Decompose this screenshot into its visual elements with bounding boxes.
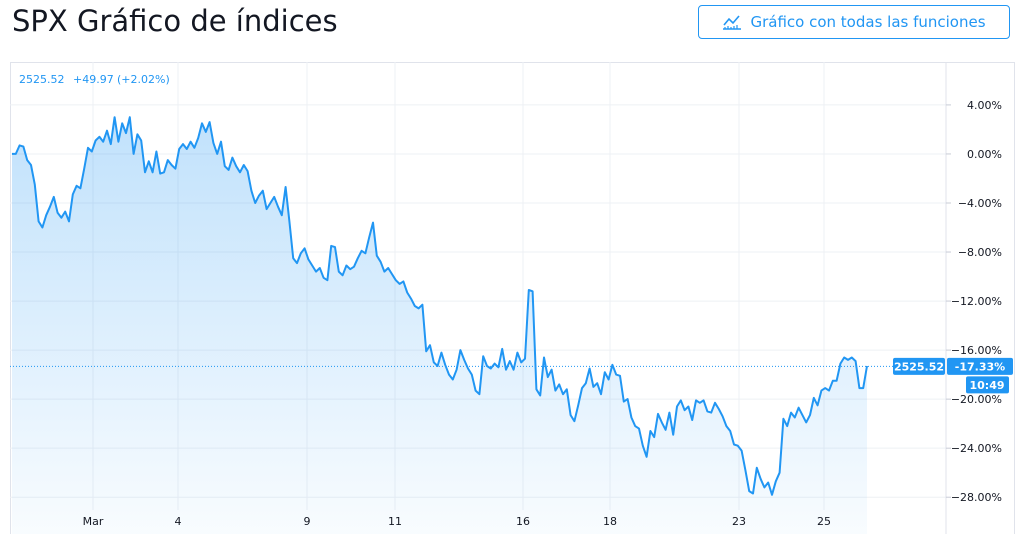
y-tick-label: 0.00% (967, 148, 1002, 161)
x-tick-label: 25 (817, 515, 831, 528)
y-tick-label: 4.00% (967, 99, 1002, 112)
y-tick-label: −24.00% (951, 442, 1002, 455)
time-label: 10:49 (969, 379, 1004, 392)
series-line (12, 116, 868, 496)
series-area (12, 117, 867, 534)
x-tick-label: 18 (603, 515, 617, 528)
legend-change: +49.97 (73, 73, 114, 86)
legend-change-pct: (+2.02%) (117, 73, 170, 86)
x-tick-label: 4 (175, 515, 182, 528)
x-tick-label: 9 (304, 515, 311, 528)
last-price-label: 2525.52 (894, 360, 944, 373)
line-chart-icon (722, 14, 742, 30)
x-tick-label: 11 (388, 515, 402, 528)
x-axis-ticks: Mar 4 9 11 16 18 23 25 (83, 515, 831, 528)
chart-frame[interactable] (10, 62, 1015, 534)
last-price-tag: 2525.52 (893, 357, 945, 375)
y-tick-label: −12.00% (951, 295, 1002, 308)
page-title: SPX Gráfico de índices (12, 4, 338, 38)
legend-last: 2525.52 (19, 73, 65, 86)
last-value-label: -17.33% (955, 360, 1005, 373)
y-tick-label: −4.00% (958, 197, 1002, 210)
y-tick-label: −28.00% (951, 491, 1002, 504)
y-axis-ticks: 4.00% 0.00% −4.00% −8.00% −12.00% −16.00% −20.… (946, 99, 1002, 504)
full-chart-button[interactable]: Gráfico con todas las funciones (698, 5, 1010, 39)
x-tick-label: 23 (732, 515, 746, 528)
y-tick-label: −20.00% (951, 393, 1002, 406)
time-tag: 10:49 (966, 376, 1009, 394)
x-tick-label: 16 (516, 515, 530, 528)
last-value-tag: -17.33% (947, 357, 1013, 375)
y-tick-label: −16.00% (951, 344, 1002, 357)
legend: 2525.52 +49.97 (+2.02%) (19, 73, 170, 86)
full-chart-button-label: Gráfico con todas las funciones (750, 13, 986, 31)
y-tick-label: −8.00% (958, 246, 1002, 259)
x-tick-label: Mar (83, 515, 104, 528)
